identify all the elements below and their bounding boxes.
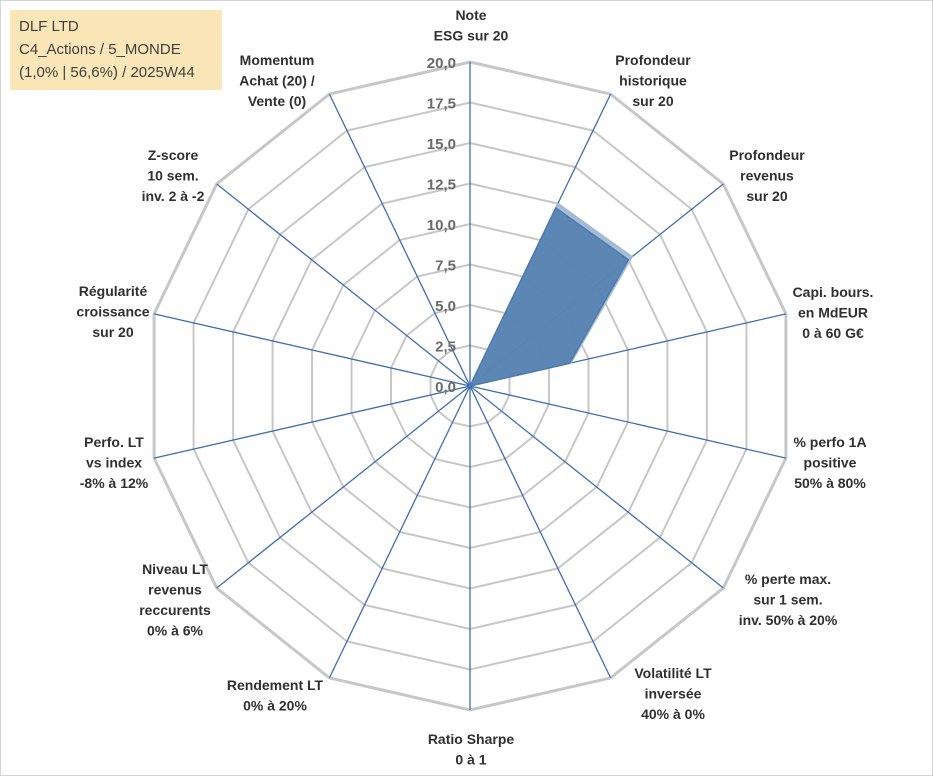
axis-label: Capi. bours. en MdEUR 0 à 60 G€	[793, 284, 874, 341]
tick-label: 17,5	[427, 96, 456, 113]
tick-label: 10,0	[427, 217, 456, 234]
tick-label: 12,5	[427, 177, 456, 194]
axis-label: % perfo 1A positive 50% à 80%	[793, 434, 866, 491]
axis-label: Profondeur revenus sur 20	[729, 147, 805, 204]
axis-labels: Note ESG sur 20 Profondeur historique sur 20…	[76, 7, 873, 768]
axis-spoke	[216, 385, 471, 589]
tick-label: 20,0	[427, 55, 456, 72]
tick-label: 15,0	[427, 136, 456, 153]
axis-label: Volatilité LT inversée 40% à 0%	[634, 665, 712, 722]
axis-label: Rendement LT 0% à 20%	[227, 677, 324, 714]
weight-and-week: (1,0% | 56,6%) / 2025W44	[19, 64, 195, 81]
axis-label: % perte max. sur 1 sem. inv. 50% à 20%	[739, 571, 838, 628]
info-box: DLF LTD C4_Actions / 5_MONDE (1,0% | 56,…	[10, 10, 222, 90]
axis-spoke	[469, 385, 612, 679]
axis-spoke	[328, 385, 471, 679]
axis-spoke	[328, 93, 471, 387]
tick-label: 5,0	[435, 298, 456, 315]
tick-label: 0,0	[435, 379, 456, 396]
axis-label: Note ESG sur 20	[434, 7, 509, 44]
axis-label: Ratio Sharpe 0 à 1	[428, 731, 515, 768]
series-area	[468, 206, 630, 388]
axis-label: Profondeur historique sur 20	[615, 52, 691, 109]
axis-label: Perfo. LT vs index -8% à 12%	[80, 434, 149, 491]
portfolio-category: C4_Actions / 5_MONDE	[19, 41, 181, 58]
company-name: DLF LTD	[19, 18, 79, 35]
radar-series	[468, 202, 634, 388]
axis-spoke	[216, 183, 471, 387]
axis-spoke	[153, 313, 471, 387]
radial-ticks: 0,0 2,5 5,0 7,5 10,0 12,5 15,0 17,5 20,0	[427, 55, 456, 396]
axis-label: Momentum Achat (20) / Vente (0)	[239, 52, 315, 109]
tick-label: 7,5	[435, 258, 456, 275]
axis-label: Z-score 10 sem. inv. 2 à -2	[142, 147, 205, 204]
tick-label: 2,5	[435, 339, 456, 356]
axis-label: Régularité croissance sur 20	[76, 283, 149, 340]
axis-label: Niveau LT revenus reccurents 0% à 6%	[139, 561, 211, 639]
axis-spoke	[153, 385, 471, 459]
axis-spoke	[469, 385, 787, 459]
axis-spoke	[469, 385, 724, 589]
